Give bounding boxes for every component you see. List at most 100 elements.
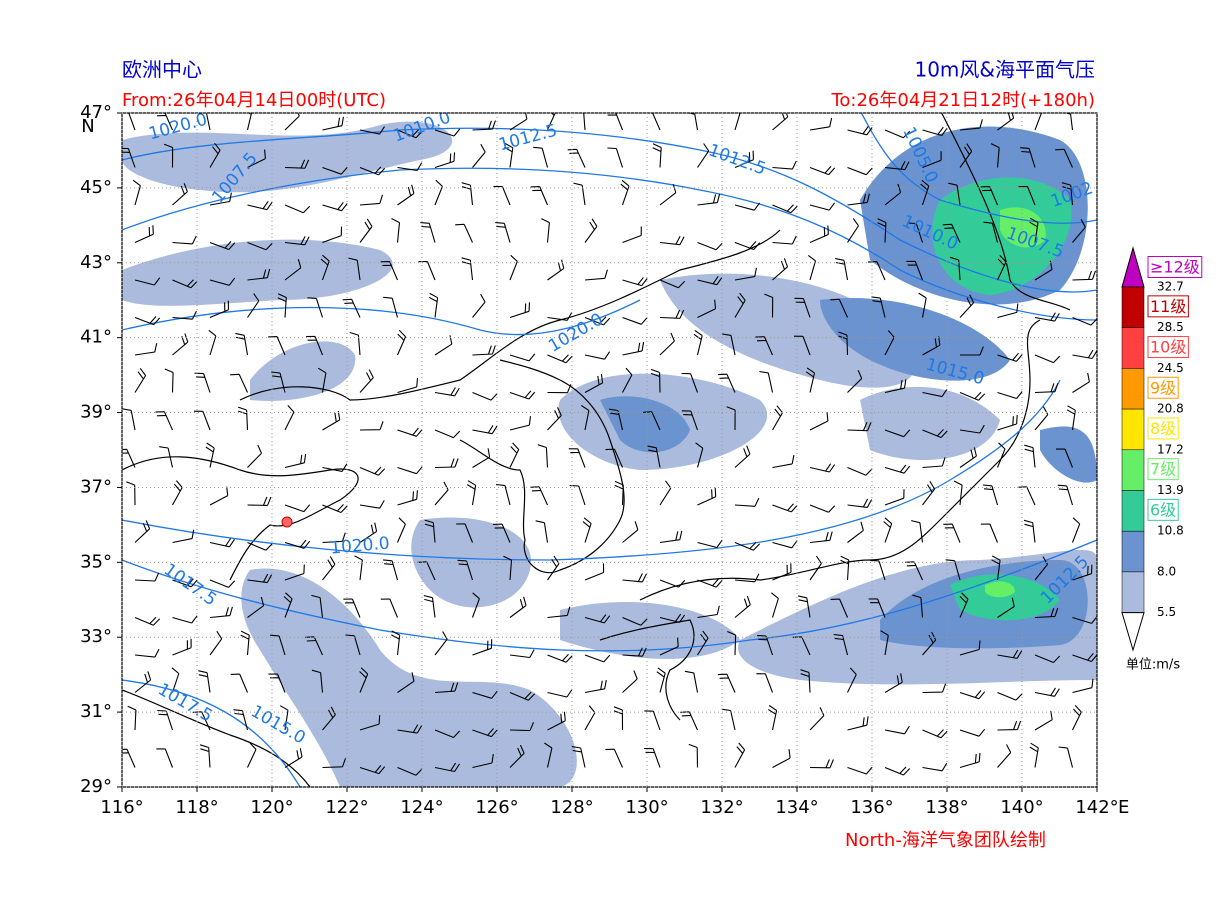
- wind-barb: [311, 669, 324, 693]
- wind-barb: [659, 236, 685, 246]
- wind-barb: [1034, 556, 1048, 581]
- wind-barb: [233, 709, 249, 731]
- wind-barb: [247, 268, 271, 281]
- x-tick-label: 128°: [550, 797, 593, 818]
- legend-label-box: [1147, 376, 1179, 399]
- wind-barb: [163, 143, 174, 168]
- wind-barb: [322, 463, 348, 472]
- wind-barb: [847, 421, 872, 432]
- wind-barb: [807, 254, 817, 281]
- wind-barb: [322, 116, 344, 131]
- wind-barb: [868, 598, 886, 618]
- wind-barb: [509, 442, 520, 468]
- legend-swatch: [1121, 327, 1145, 369]
- wind-barb: [284, 539, 311, 549]
- wind-barb: [396, 517, 406, 543]
- wind-barb: [127, 705, 137, 731]
- wind-barb: [247, 742, 257, 768]
- wind-barb: [172, 638, 192, 656]
- wind-barb: [172, 183, 188, 206]
- wind-barb: [322, 504, 348, 514]
- wind-barb: [650, 368, 661, 393]
- y-tick-label: 43°: [80, 252, 112, 273]
- wind-barb: [1072, 652, 1097, 663]
- wind-barb: [397, 427, 423, 437]
- wind-barb: [134, 316, 161, 326]
- wind-barb: [172, 578, 198, 588]
- wind-barb: [509, 691, 536, 701]
- wind-barb: [960, 346, 984, 356]
- wind-barb: [547, 689, 573, 698]
- wind-barb: [757, 635, 774, 656]
- wind-barb: [134, 671, 152, 693]
- wind-barb: [847, 498, 873, 508]
- wind-barb: [1034, 354, 1061, 364]
- wind-barb: [1034, 312, 1060, 322]
- wind-barb: [809, 411, 829, 431]
- wind-barb: [1072, 705, 1082, 731]
- wind-barb: [918, 292, 927, 318]
- wind-barb: [912, 594, 924, 618]
- wind-barb: [172, 529, 195, 544]
- wind-barb: [805, 367, 816, 393]
- wind-barb: [230, 373, 249, 393]
- y-tick-label: 35°: [80, 551, 112, 572]
- wind-barb: [809, 463, 836, 473]
- wind-barb: [922, 481, 936, 506]
- wind-barb: [537, 444, 549, 468]
- wind-barb: [455, 223, 474, 243]
- wind-barb: [622, 616, 648, 626]
- wind-barb: [209, 300, 230, 319]
- wind-barb: [959, 424, 985, 434]
- legend-swatch: [1121, 530, 1145, 573]
- wind-barb: [847, 193, 870, 206]
- wind-barb: [959, 294, 975, 318]
- wind-barb: [922, 151, 942, 169]
- wind-barb: [1023, 519, 1036, 543]
- wind-barb: [573, 182, 586, 206]
- wind-barb: [509, 254, 518, 281]
- wind-barb: [472, 391, 498, 401]
- legend-label: 10级: [1150, 338, 1186, 357]
- wind-barb: [959, 690, 986, 700]
- wind-barb: [434, 631, 448, 656]
- wind-barb: [547, 354, 573, 364]
- x-tick-label: 132°: [700, 797, 743, 818]
- wind-barb: [697, 299, 717, 318]
- wind-barb: [772, 563, 792, 581]
- wind-barb: [322, 556, 336, 581]
- legend-swatch: [1121, 408, 1145, 451]
- right-title: 10m风&海平面气压: [914, 58, 1095, 82]
- wind-barb: [847, 521, 864, 543]
- wind-barb: [833, 633, 849, 656]
- wind-barb: [271, 371, 286, 393]
- wind-barb: [772, 160, 797, 170]
- wind-barb: [343, 598, 361, 618]
- wind-barb: [128, 113, 136, 131]
- y-tick-label: 37°: [80, 476, 112, 497]
- wind-barb: [922, 729, 948, 739]
- wind-barb: [306, 335, 324, 356]
- wind-barb: [980, 186, 999, 206]
- wind-barb: [772, 258, 789, 281]
- wind-barb: [884, 429, 911, 438]
- wind-barb: [734, 497, 760, 507]
- wind-barb: [157, 709, 174, 731]
- to-time: To:26年04月21日12时(+180h): [830, 90, 1095, 111]
- wind-barb: [247, 496, 272, 506]
- wind-barb: [697, 487, 717, 506]
- y-tick-label: 45°: [80, 177, 112, 198]
- wind-barb: [835, 258, 849, 281]
- wind-barb: [644, 710, 661, 731]
- wind-barb: [652, 143, 662, 168]
- wind-barb: [283, 592, 293, 618]
- wind-barb: [348, 257, 361, 281]
- wind-barb: [734, 202, 761, 211]
- wind-barb: [622, 647, 647, 657]
- wind-barb: [659, 480, 672, 506]
- wind-barb: [172, 480, 183, 506]
- wind-barb: [809, 166, 836, 176]
- wind-barb: [659, 579, 686, 588]
- wind-barb: [307, 297, 324, 318]
- wind-barb: [349, 331, 361, 356]
